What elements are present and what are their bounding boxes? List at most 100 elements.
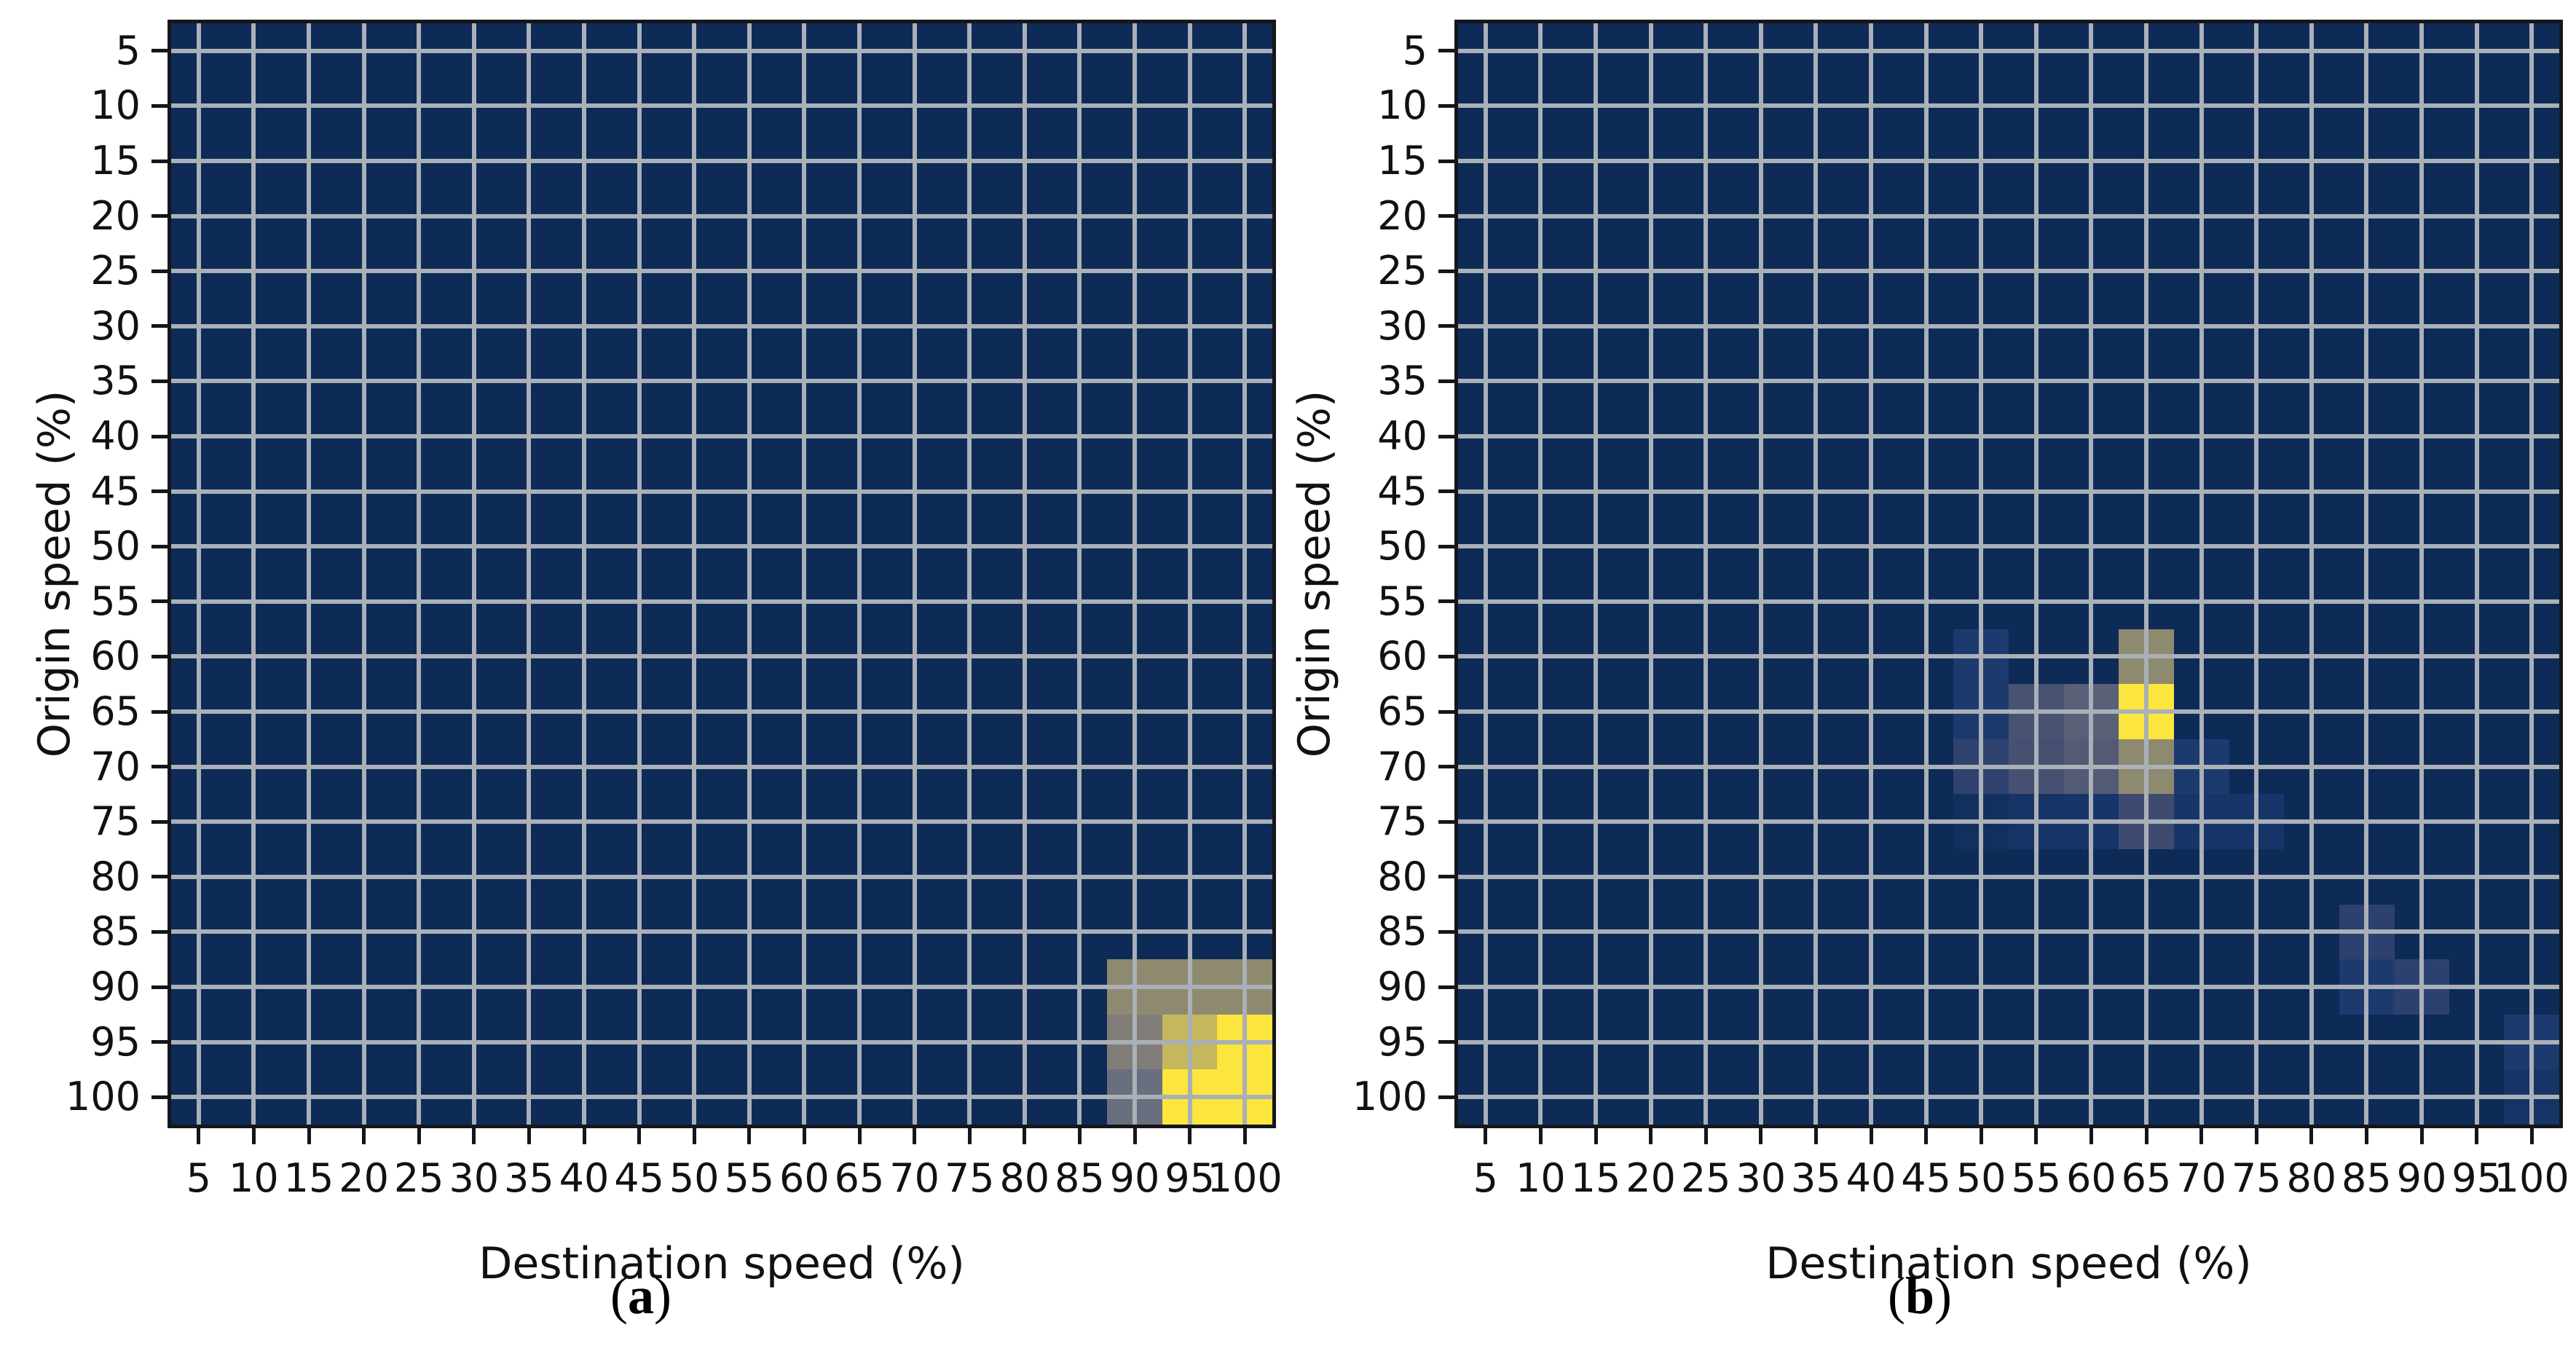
y-tick-mark — [1438, 985, 1454, 989]
y-tick-mark — [151, 819, 168, 824]
gridline-vertical — [967, 23, 972, 1125]
y-tick-label: 90 — [1377, 964, 1427, 1009]
y-tick-label: 70 — [90, 743, 141, 790]
x-tick-label: 70 — [2176, 1155, 2226, 1201]
gridline-horizontal — [1458, 709, 2559, 714]
y-tick-label: 20 — [1377, 192, 1427, 239]
x-tick-mark — [417, 1128, 421, 1144]
gridline-horizontal — [171, 764, 1272, 769]
y-tick-label: 85 — [90, 908, 141, 955]
gridline-horizontal — [171, 379, 1272, 384]
gridline-vertical — [637, 23, 642, 1125]
x-tick-mark — [1813, 1128, 1818, 1144]
y-tick-mark — [1438, 544, 1454, 548]
x-tick-mark — [2529, 1128, 2534, 1144]
y-tick-mark — [1438, 49, 1454, 53]
y-tick-mark — [1438, 379, 1454, 383]
gridline-horizontal — [171, 819, 1272, 824]
x-tick-label: 85 — [2341, 1155, 2392, 1201]
x-tick-label: 85 — [1055, 1155, 1105, 1201]
y-tick-mark — [151, 985, 168, 989]
y-tick-mark — [151, 1040, 168, 1044]
x-tick-label: 80 — [2286, 1155, 2337, 1201]
y-tick-mark — [151, 434, 168, 438]
y-tick-label: 35 — [90, 358, 141, 404]
gridline-horizontal — [171, 103, 1272, 109]
gridline-vertical — [2144, 23, 2148, 1125]
caption-letter: a — [628, 1267, 654, 1325]
x-tick-label: 50 — [1955, 1155, 2006, 1201]
gridline-vertical — [1979, 23, 1984, 1125]
gridline-vertical — [1648, 23, 1653, 1125]
plot-area — [171, 23, 1272, 1125]
gridline-horizontal — [1458, 764, 2559, 769]
y-tick-mark — [1438, 929, 1454, 934]
gridline-horizontal — [171, 159, 1272, 163]
y-tick-label: 85 — [1377, 908, 1427, 955]
plot-border — [168, 20, 1276, 1128]
gridline-horizontal — [1458, 489, 2559, 494]
y-tick-mark — [151, 765, 168, 769]
x-tick-label: 60 — [779, 1155, 830, 1201]
x-tick-mark — [857, 1128, 862, 1144]
gridline-horizontal — [171, 434, 1272, 438]
gridline-horizontal — [171, 48, 1272, 53]
x-tick-mark — [362, 1128, 366, 1144]
x-tick-label: 35 — [1791, 1155, 1841, 1201]
gridline-horizontal — [1458, 819, 2559, 824]
gridline-horizontal — [171, 654, 1272, 659]
x-tick-label: 50 — [669, 1155, 720, 1201]
y-tick-label: 20 — [90, 192, 141, 239]
gridline-vertical — [1483, 23, 1488, 1125]
y-tick-mark — [151, 875, 168, 879]
gridline-horizontal — [171, 929, 1272, 934]
gridline-horizontal — [1458, 213, 2559, 219]
gridline-horizontal — [1458, 599, 2559, 604]
x-tick-label: 15 — [1570, 1155, 1621, 1201]
y-tick-label: 55 — [1377, 578, 1427, 624]
x-tick-label: 5 — [186, 1155, 211, 1201]
y-tick-label: 95 — [90, 1018, 141, 1065]
x-tick-mark — [2089, 1128, 2093, 1144]
gridline-horizontal — [1458, 1095, 2559, 1100]
gridline-vertical — [2309, 23, 2314, 1125]
x-tick-label: 10 — [229, 1155, 279, 1201]
y-tick-label: 35 — [1377, 358, 1427, 404]
x-tick-mark — [1484, 1128, 1488, 1144]
gridline-horizontal — [1458, 323, 2559, 328]
y-tick-label: 10 — [90, 82, 141, 129]
gridline-vertical — [2254, 23, 2259, 1125]
y-tick-mark — [1438, 654, 1454, 658]
gridline-vertical — [802, 23, 807, 1125]
x-tick-label: 60 — [2066, 1155, 2116, 1201]
gridline-horizontal — [171, 269, 1272, 274]
y-tick-mark — [1438, 709, 1454, 714]
x-tick-label: 40 — [559, 1155, 610, 1201]
y-tick-label: 80 — [90, 853, 141, 900]
y-tick-label: 100 — [65, 1074, 141, 1120]
x-tick-mark — [1703, 1128, 1708, 1144]
x-tick-label: 25 — [393, 1155, 444, 1201]
x-tick-label: 90 — [2396, 1155, 2447, 1201]
x-tick-label: 20 — [339, 1155, 389, 1201]
y-tick-mark — [151, 324, 168, 328]
gridline-vertical — [527, 23, 532, 1125]
x-tick-label: 20 — [1626, 1155, 1676, 1201]
y-tick-mark — [1438, 1095, 1454, 1099]
x-tick-label: 65 — [834, 1155, 885, 1201]
x-tick-mark — [2475, 1128, 2479, 1144]
y-tick-label: 15 — [1377, 138, 1427, 184]
x-tick-mark — [1869, 1128, 1873, 1144]
x-tick-label: 70 — [889, 1155, 940, 1201]
gridline-horizontal — [1458, 985, 2559, 989]
x-axis-label: Destination speed (%) — [1765, 1238, 2252, 1289]
y-tick-label: 15 — [90, 138, 141, 184]
y-tick-mark — [151, 214, 168, 219]
x-tick-mark — [637, 1128, 642, 1144]
y-tick-mark — [1438, 599, 1454, 604]
y-tick-mark — [1438, 765, 1454, 769]
y-tick-mark — [151, 544, 168, 548]
y-tick-label: 60 — [1377, 633, 1427, 680]
y-tick-mark — [1438, 324, 1454, 328]
